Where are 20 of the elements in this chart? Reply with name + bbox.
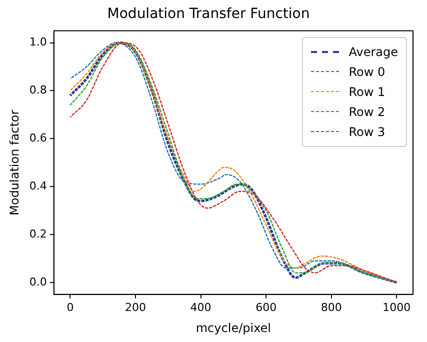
legend-label: Row 3 bbox=[348, 124, 386, 139]
legend-label: Row 0 bbox=[348, 64, 386, 79]
x-tick-label: 0 bbox=[66, 300, 74, 314]
y-axis-title: Modulation factor bbox=[7, 110, 22, 216]
x-tick-label: 1000 bbox=[382, 300, 411, 314]
legend-label: Row 1 bbox=[348, 84, 386, 99]
x-tick-label: 800 bbox=[320, 300, 342, 314]
y-tick-label: 0.6 bbox=[29, 131, 47, 144]
legend-label: Row 2 bbox=[348, 104, 386, 119]
x-tick-label: 600 bbox=[256, 300, 277, 314]
x-tick-label: 200 bbox=[125, 300, 146, 314]
y-tick-label: 0.0 bbox=[29, 275, 47, 288]
y-tick-label: 0.2 bbox=[29, 227, 47, 240]
y-tick-label: 0.8 bbox=[29, 84, 47, 97]
x-tick-label: 400 bbox=[190, 300, 212, 314]
y-tick-label: 0.4 bbox=[29, 179, 47, 192]
legend-label: Average bbox=[348, 44, 398, 59]
chart-title: Modulation Transfer Function bbox=[107, 6, 310, 22]
y-tick-label: 1.0 bbox=[29, 36, 47, 49]
x-axis-title: mcycle/pixel bbox=[196, 320, 272, 335]
